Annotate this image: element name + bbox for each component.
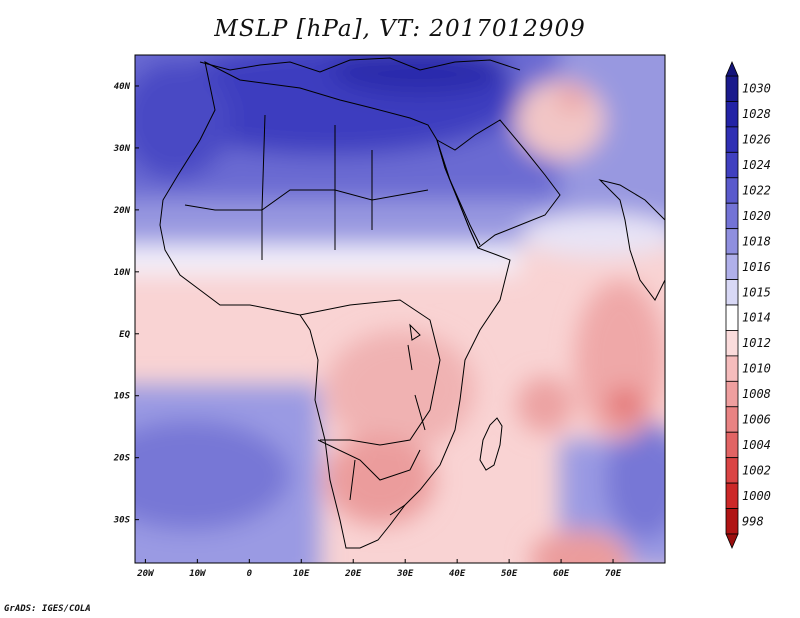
- lon-tick-label: 20W: [136, 569, 155, 579]
- colorbar-swatch: [725, 482, 739, 509]
- map-title: MSLP [hPa], VT: 2017012909: [214, 16, 586, 42]
- madagascar-coastline: [479, 417, 503, 471]
- colorbar-swatch: [725, 101, 739, 128]
- lat-tick-label: 40N: [114, 82, 131, 92]
- colorbar-label: 1004: [742, 438, 771, 452]
- colorbar-swatch: [725, 457, 739, 484]
- colorbar-label: 1000: [742, 489, 771, 503]
- lon-tick-label: 40E: [449, 569, 466, 579]
- field-low-central-africa: [325, 330, 475, 450]
- colorbar-swatch: [725, 431, 739, 459]
- lon-tick-label: 20E: [344, 569, 362, 579]
- great-lakes: [407, 323, 426, 431]
- lon-tick-label: 10E: [293, 569, 310, 579]
- lon-tick-label: 10W: [189, 569, 207, 579]
- map-frame: [134, 54, 666, 564]
- axis-ticks: 20W 10W 0 10E 20E 30E 40E 50E 60E 70E 40N 30N 20N 10N…: [113, 82, 622, 579]
- map-figure: 20W 10W 0 10E 20E 30E 40E 50E 60E 70E 40N 30N 20N 10N…: [113, 54, 771, 579]
- field-low-cyclone: [517, 377, 573, 433]
- lon-tick-label: 70E: [605, 569, 622, 579]
- border-south: [317, 439, 421, 516]
- field-band-1014-east: [520, 213, 665, 257]
- colorbar-label: 1028: [742, 107, 771, 121]
- colorbar-swatch: [725, 330, 739, 357]
- colorbar-label: 1015: [742, 285, 771, 299]
- arabia-coastline: [436, 119, 561, 249]
- colorbar-swatch: [725, 304, 739, 331]
- india-coastline: [598, 179, 665, 301]
- lat-tick-label: 20N: [113, 206, 131, 216]
- colorbar-label: 1026: [742, 133, 771, 147]
- colorbar-label: 1002: [742, 463, 771, 477]
- colorbar-swatch: [725, 126, 739, 153]
- field-core-south-ind: [605, 420, 665, 540]
- colorbar-label: 1006: [742, 413, 771, 427]
- colorbar-top-arrow: [725, 60, 739, 77]
- lat-tick-label: 30N: [113, 144, 131, 154]
- europe-coastline: [199, 57, 521, 73]
- colorbar-swatch: [725, 406, 739, 433]
- footer-credit: GrADS: IGES/COLA: [4, 604, 91, 614]
- colorbar-label: 1018: [742, 234, 771, 248]
- colorbar-label: 1008: [742, 387, 771, 401]
- field-low-south-edge: [530, 530, 630, 563]
- colorbar-bottom-arrow: [725, 533, 739, 550]
- colorbar-label: 1012: [742, 336, 771, 350]
- field-core-south-atl: [135, 420, 290, 530]
- field-low-mideast-core: [558, 86, 586, 110]
- colorbar-swatch: [725, 355, 739, 382]
- field-core-north-2: [330, 55, 510, 95]
- colorbar-swatch: [725, 508, 739, 535]
- border-central: [299, 299, 441, 446]
- lat-tick-label: 10N: [114, 268, 131, 278]
- colorbar-swatch: [725, 75, 739, 102]
- colorbar-swatch: [725, 177, 739, 204]
- colorbar-swatch: [725, 228, 739, 255]
- field-low-cyclone-2: [607, 387, 643, 423]
- colorbar-label: 1020: [742, 209, 771, 223]
- colorbar-swatch: [725, 380, 739, 408]
- field-core-atlantic: [135, 60, 230, 180]
- colorbar-swatch: [725, 279, 739, 306]
- lon-tick-label: 50E: [501, 569, 518, 579]
- colorbar-label: 1014: [742, 311, 771, 325]
- colorbar-swatch: [725, 202, 739, 230]
- colorbar-label: 1022: [742, 184, 771, 198]
- lat-tick-label: 30S: [113, 516, 131, 526]
- colorbar-swatch: [725, 253, 739, 280]
- pressure-field: [135, 55, 665, 563]
- lat-tick-label: EQ: [119, 330, 130, 340]
- lat-tick-label: 20S: [113, 454, 131, 464]
- lon-tick-label: 30E: [396, 569, 414, 579]
- lon-tick-label: 0: [247, 569, 253, 579]
- lon-tick-label: 60E: [553, 569, 570, 579]
- field-low-india-ocean: [575, 280, 665, 440]
- colorbar-label: 998: [742, 514, 764, 528]
- coastlines: [159, 57, 665, 549]
- border-west: [261, 114, 373, 260]
- colorbar-label: 1016: [742, 260, 771, 274]
- colorbar-label: 1024: [742, 158, 771, 172]
- lat-tick-label: 10S: [114, 392, 131, 402]
- colorbar: 1030 1028 1026 1024 1022 1020 1018 1016 1015 1014…: [725, 60, 771, 550]
- field-band-1014-north: [135, 245, 520, 275]
- red-sea: [436, 139, 481, 246]
- colorbar-label: 1010: [742, 362, 771, 376]
- colorbar-label: 1030: [742, 82, 771, 96]
- colorbar-swatch: [725, 151, 739, 179]
